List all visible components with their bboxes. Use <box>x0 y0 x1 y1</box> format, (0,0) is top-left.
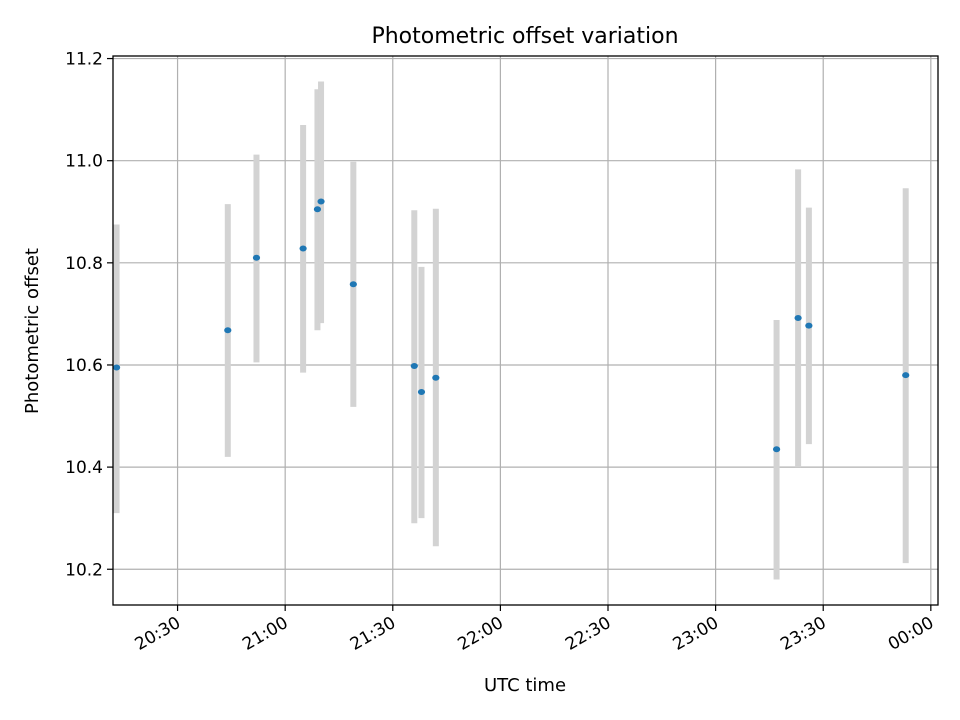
data-point <box>313 206 322 213</box>
y-tick-label: 10.8 <box>65 254 103 274</box>
y-tick-label: 10.4 <box>65 458 103 478</box>
y-tick-label: 11.2 <box>65 50 103 70</box>
data-points <box>112 198 910 453</box>
y-tick-label: 10.2 <box>65 560 103 580</box>
plot-area-frame <box>112 55 939 606</box>
chart-title: Photometric offset variation <box>371 24 678 49</box>
data-point <box>112 364 121 371</box>
data-point <box>805 322 813 329</box>
data-point <box>794 314 802 321</box>
data-point <box>902 372 910 379</box>
data-point <box>772 446 781 453</box>
y-tick-label: 10.6 <box>65 356 103 376</box>
data-point <box>349 281 357 288</box>
y-axis-label: Photometric offset <box>22 248 43 414</box>
data-point <box>432 374 440 381</box>
data-point <box>224 327 232 334</box>
x-axis-label: UTC time <box>484 675 566 696</box>
y-tick-label: 11.0 <box>65 152 103 172</box>
data-point <box>299 245 307 252</box>
data-point <box>410 362 418 369</box>
grid <box>113 56 938 605</box>
data-point <box>317 198 325 205</box>
data-point <box>417 389 426 396</box>
data-point <box>252 254 261 261</box>
